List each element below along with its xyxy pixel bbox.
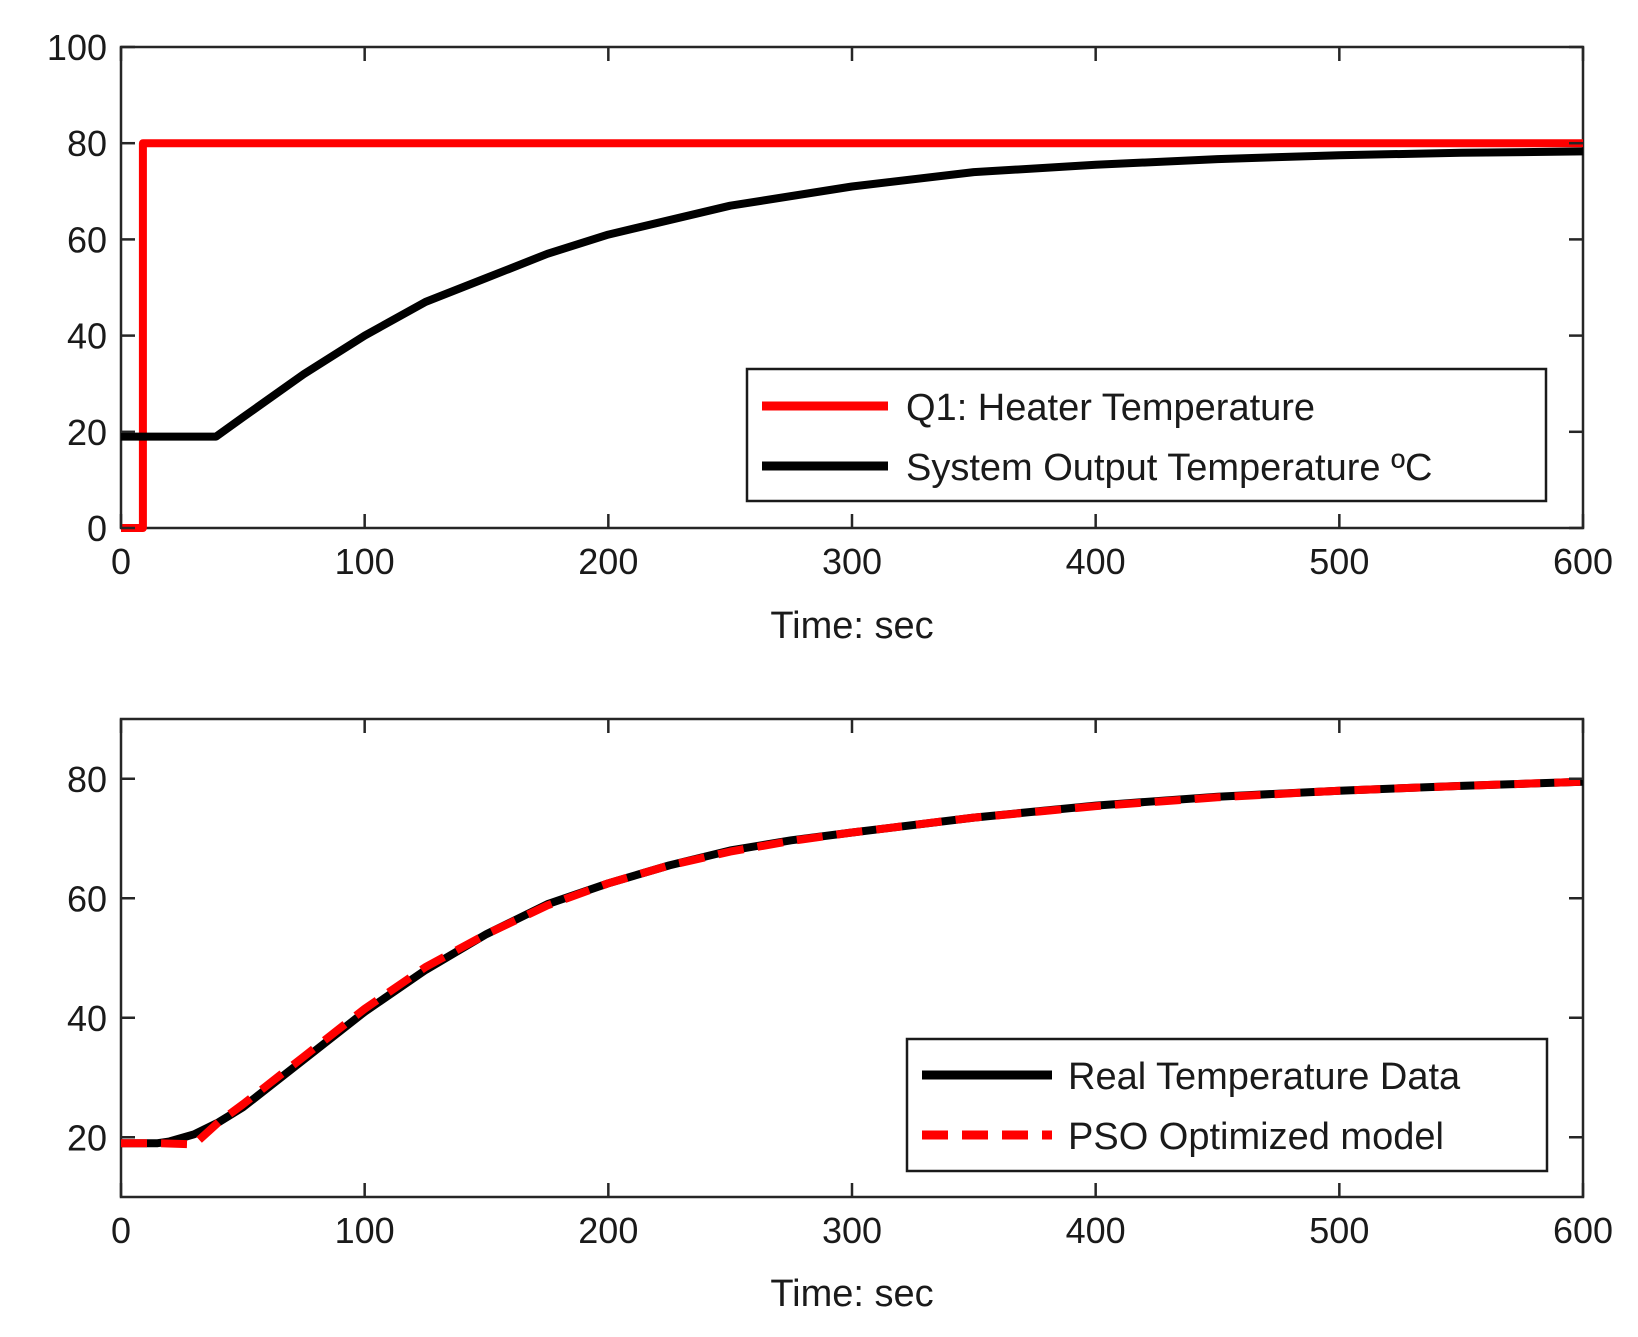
xtick-label-100: 100 (335, 1210, 395, 1251)
ytick-label-40: 40 (67, 998, 107, 1039)
ytick-label-100: 100 (47, 27, 107, 68)
series-line-pso-optimized-model (121, 777, 1583, 1149)
ytick-label-60: 60 (67, 219, 107, 260)
top-plot-legend: Q1: Heater Temperature System Output Tem… (745, 367, 1548, 503)
bottom-plot-ticks: 0 100 200 300 400 500 600 20 40 60 80 (67, 719, 1613, 1251)
bottom-plot-legend-box (905, 1037, 1549, 1173)
series-line-system-output-temperature-c (121, 147, 1583, 441)
xtick-label-500: 500 (1309, 541, 1369, 582)
xtick-label-600: 600 (1553, 541, 1613, 582)
bottom-legend-label-real: Real Temperature Data (1068, 1056, 1461, 1098)
top-legend-label-output: System Output Temperature ºC (906, 447, 1432, 489)
top-plot-legend-box (745, 367, 1548, 503)
bottom-plot-legend: Real Temperature Data PSO Optimized mode… (905, 1037, 1549, 1173)
top-plot-ticks: 0 100 200 300 400 500 600 0 20 40 60 80 100 (47, 27, 1613, 582)
xtick-label-400: 400 (1066, 541, 1126, 582)
xtick-label-200: 200 (578, 541, 638, 582)
bottom-plot: 0 100 200 300 400 500 600 20 40 60 80 Time: sec Re… (67, 717, 1613, 1315)
xtick-label-500: 500 (1309, 1210, 1369, 1251)
xtick-label-0: 0 (111, 1210, 131, 1251)
bottom-plot-xlabel: Time: sec (770, 1273, 933, 1315)
top-plot-series (121, 139, 1583, 532)
bottom-legend-label-pso: PSO Optimized model (1068, 1116, 1444, 1158)
ytick-label-40: 40 (67, 316, 107, 357)
top-plot-xlabel: Time: sec (770, 605, 933, 647)
top-plot: 0 100 200 300 400 500 600 0 20 40 60 80 100 Time: se… (47, 27, 1613, 647)
ytick-label-20: 20 (67, 412, 107, 453)
ytick-label-80: 80 (67, 123, 107, 164)
xtick-label-0: 0 (111, 541, 131, 582)
xtick-label-400: 400 (1066, 1210, 1126, 1251)
bottom-plot-series (121, 777, 1583, 1149)
xtick-label-200: 200 (578, 1210, 638, 1251)
ytick-label-60: 60 (67, 878, 107, 919)
xtick-label-100: 100 (335, 541, 395, 582)
top-legend-label-heater: Q1: Heater Temperature (906, 387, 1315, 429)
ytick-label-0: 0 (87, 508, 107, 549)
xtick-label-600: 600 (1553, 1210, 1613, 1251)
xtick-label-300: 300 (822, 541, 882, 582)
xtick-label-300: 300 (822, 1210, 882, 1251)
ytick-label-20: 20 (67, 1117, 107, 1158)
series-line-q1-heater-temperature (121, 139, 1583, 532)
ytick-label-80: 80 (67, 759, 107, 800)
